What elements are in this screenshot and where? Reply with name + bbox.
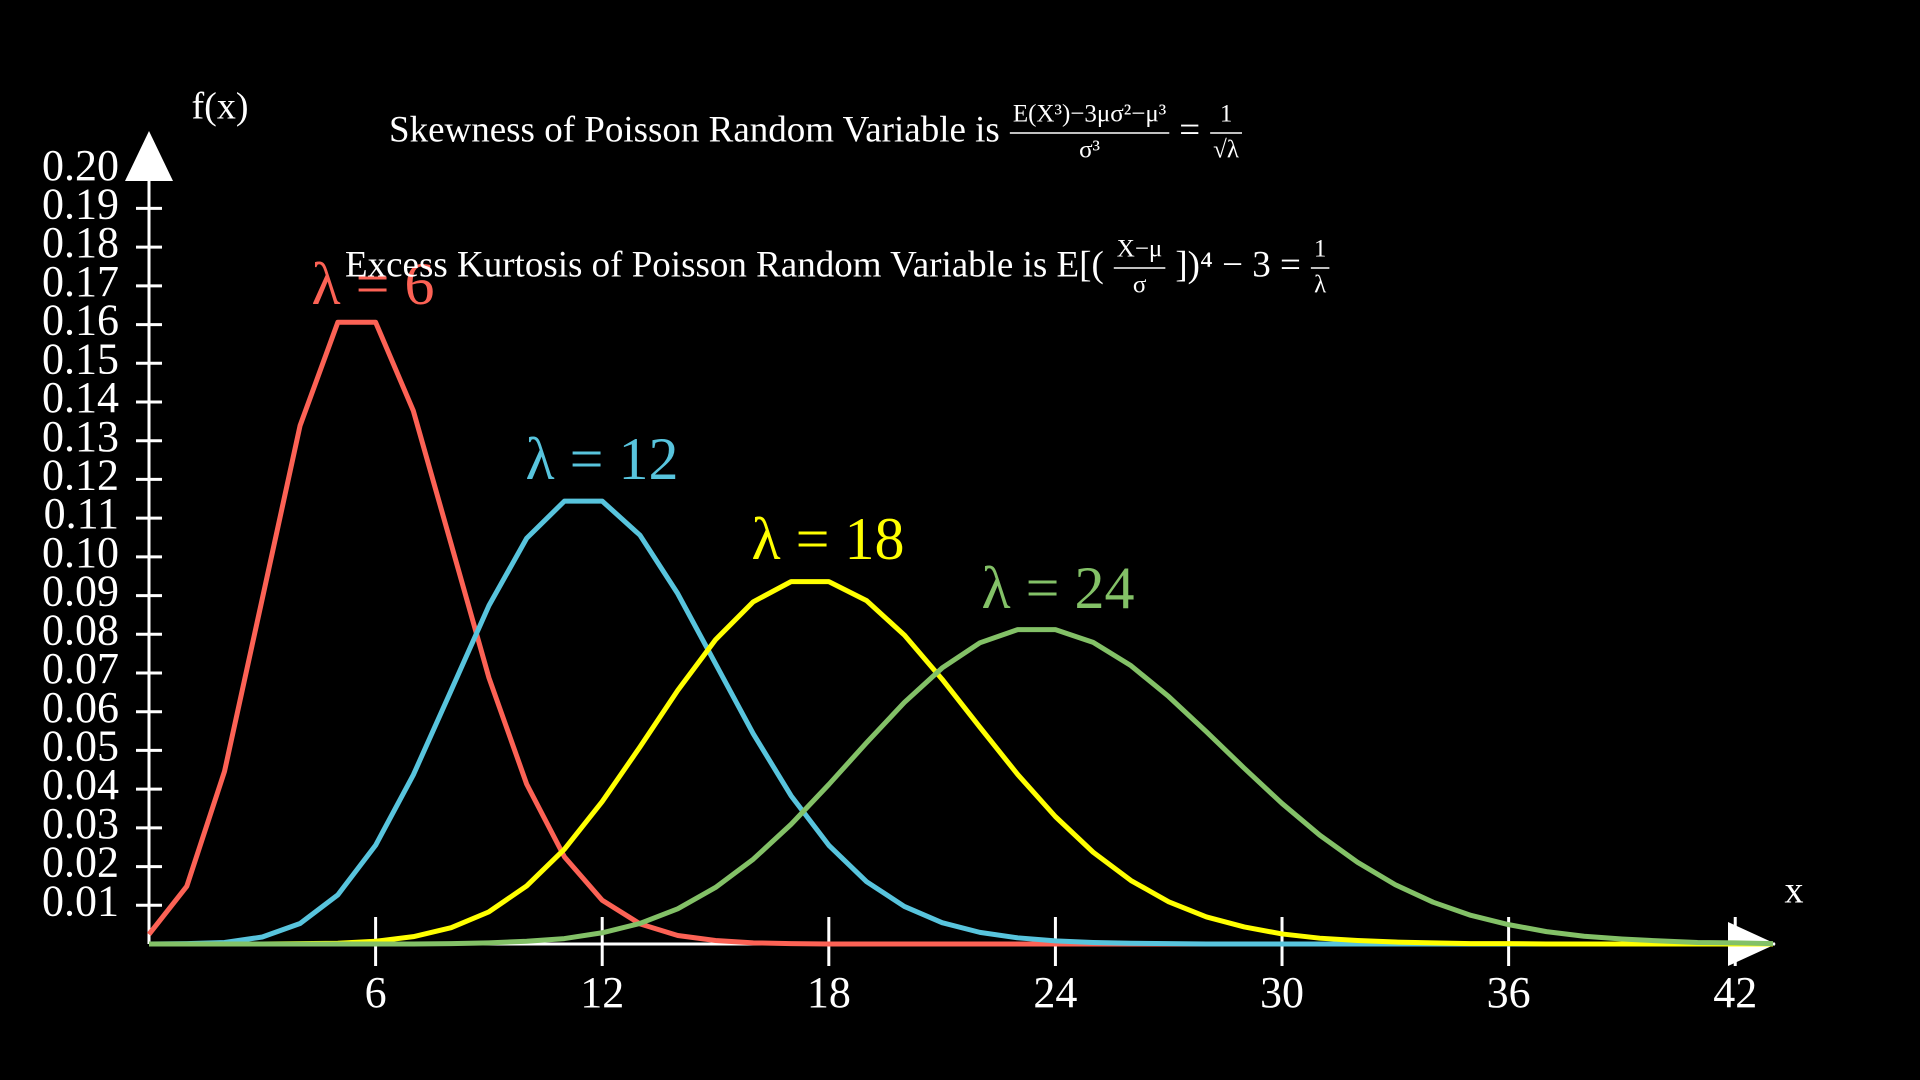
y-tick-label: 0.12 bbox=[42, 451, 119, 500]
x-axis-label: x bbox=[1785, 870, 1804, 912]
y-tick-label: 0.07 bbox=[42, 644, 119, 693]
y-tick-label: 0.13 bbox=[42, 412, 119, 461]
y-tick-label: 0.03 bbox=[42, 799, 119, 848]
x-tick-label: 42 bbox=[1713, 968, 1757, 1017]
x-tick-label: 30 bbox=[1260, 968, 1304, 1017]
series-label: λ = 24 bbox=[982, 555, 1135, 621]
y-tick-label: 0.14 bbox=[42, 373, 119, 422]
y-tick-label: 0.17 bbox=[42, 257, 119, 306]
annotation-suffix: = bbox=[1179, 109, 1200, 150]
y-tick-label: 0.19 bbox=[42, 180, 119, 229]
x-tick-label: 12 bbox=[580, 968, 624, 1017]
annotation-rhs-denominator: √λ bbox=[1213, 137, 1239, 164]
annotation-rhs-numerator: 1 bbox=[1220, 101, 1233, 128]
y-tick-label: 0.02 bbox=[42, 838, 119, 887]
x-tick-label: 36 bbox=[1487, 968, 1531, 1017]
y-tick-label: 0.11 bbox=[44, 489, 119, 538]
y-tick-label: 0.10 bbox=[42, 528, 119, 577]
annotation-numerator: X−μ bbox=[1117, 236, 1163, 263]
series-line bbox=[149, 627, 1774, 947]
annotation-prefix: Excess Kurtosis of Poisson Random Variab… bbox=[345, 244, 1104, 285]
annotation-rhs-denominator: λ bbox=[1314, 272, 1326, 299]
annotation-suffix: ])⁴ − 3 = bbox=[1175, 244, 1301, 285]
annotation-numerator: E(X³)−3μσ²−μ³ bbox=[1013, 101, 1167, 128]
y-tick-label: 0.20 bbox=[42, 141, 119, 190]
series-label: λ = 18 bbox=[752, 506, 905, 572]
x-tick-label: 6 bbox=[365, 968, 387, 1017]
y-tick-label: 0.18 bbox=[42, 218, 119, 267]
series-line bbox=[149, 579, 1773, 947]
y-tick-label: 0.04 bbox=[42, 760, 119, 809]
y-tick-label: 0.16 bbox=[42, 296, 119, 345]
y-tick-label: 0.15 bbox=[42, 334, 119, 383]
annotation-prefix: Skewness of Poisson Random Variable is bbox=[389, 109, 1000, 150]
y-axis-arrow bbox=[125, 131, 173, 181]
annotation-rhs-numerator: 1 bbox=[1314, 236, 1327, 263]
series-line bbox=[148, 498, 1773, 947]
x-tick-label: 24 bbox=[1033, 968, 1077, 1017]
y-tick-label: 0.09 bbox=[42, 567, 119, 616]
y-tick-label: 0.06 bbox=[42, 683, 119, 732]
series-line bbox=[147, 319, 1773, 947]
annotation-denominator: σ bbox=[1133, 272, 1147, 299]
x-tick-label: 18 bbox=[807, 968, 851, 1017]
y-tick-label: 0.08 bbox=[42, 605, 119, 654]
y-axis-label: f(x) bbox=[192, 86, 249, 128]
series-label: λ = 12 bbox=[526, 426, 679, 492]
y-tick-label: 0.05 bbox=[42, 722, 119, 771]
annotation-denominator: σ³ bbox=[1079, 137, 1100, 164]
y-tick-label: 0.01 bbox=[42, 876, 119, 925]
series-label: λ = 6 bbox=[312, 251, 435, 317]
